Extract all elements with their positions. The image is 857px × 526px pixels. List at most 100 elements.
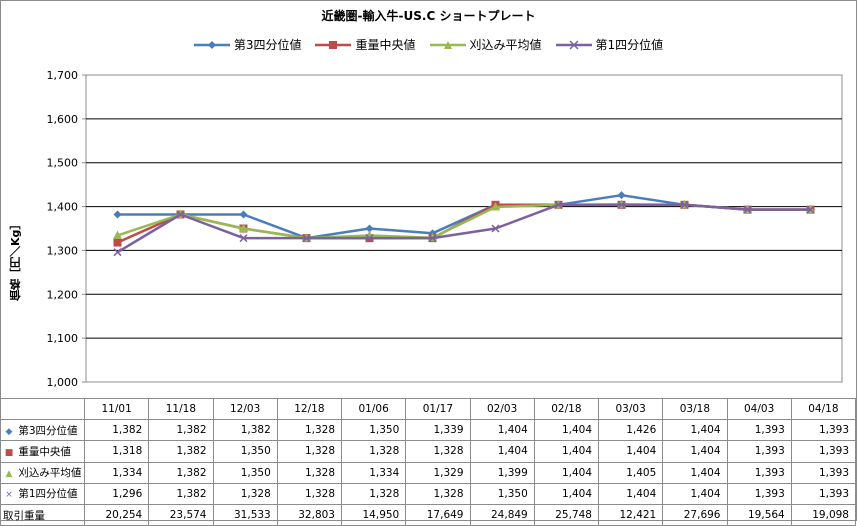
legend-swatch-q3 xyxy=(193,40,230,49)
table-cell: 1,329 xyxy=(405,461,471,484)
data-point xyxy=(491,202,500,211)
table-row: ■ 重量中央値 1,318 1,382 1,350 1,328 1,328 1,328 1,4… xyxy=(0,440,857,463)
table-row-label: 取引重量 xyxy=(0,503,85,526)
legend-label: 第1四分位値 xyxy=(595,38,664,52)
data-point xyxy=(491,224,500,233)
x-tick-label: 01/17 xyxy=(405,397,471,421)
chart-title: 近畿圏-輸入牛-US.C ショートプレート xyxy=(321,9,536,23)
table-row-label: × 第1四分位値 xyxy=(0,482,85,505)
table-cell: 1,328 xyxy=(276,419,343,442)
table-cell: 1,350 xyxy=(469,482,535,505)
x-tick-label: 02/18 xyxy=(533,397,600,421)
table-cell: 1,426 xyxy=(597,419,664,442)
series-line-3 xyxy=(116,203,811,254)
table-cell: 1,328 xyxy=(340,482,407,505)
y-tick-label: 1,100 xyxy=(47,332,79,345)
table-cell: 1,393 xyxy=(790,461,857,484)
table-cell: 1,350 xyxy=(212,461,278,484)
data-point xyxy=(617,200,626,209)
plot-border xyxy=(85,74,843,383)
x-tick-label: 04/03 xyxy=(726,397,792,421)
table-cell: 1,328 xyxy=(405,440,471,463)
table-cell: 1,404 xyxy=(469,440,535,463)
data-point xyxy=(554,200,563,209)
table-cell: 24,849 xyxy=(469,503,535,526)
table-cell: 1,328 xyxy=(212,482,278,505)
table-cell: 1,404 xyxy=(662,419,728,442)
table-cell: 1,382 xyxy=(148,419,214,442)
legend-label: 第3四分位値 xyxy=(233,38,302,52)
legend-swatch-q1 xyxy=(555,39,592,50)
table-cell: 1,328 xyxy=(276,461,343,484)
y-tick-label: 1,300 xyxy=(47,244,79,257)
x-tick-label: 12/03 xyxy=(212,397,278,421)
series-line-0 xyxy=(117,193,811,240)
table-row: ◆ 第3四分位値 1,382 1,382 1,382 1,328 1,350 1,339 1,… xyxy=(0,419,857,442)
table-row: × 第1四分位値 1,296 1,382 1,328 1,328 1,328 1,328 1,… xyxy=(0,482,857,505)
legend-swatch-trimmed xyxy=(429,40,466,49)
table-cell: 1,393 xyxy=(726,440,792,463)
table-cell: 19,098 xyxy=(790,503,857,526)
table-cell: 1,404 xyxy=(533,440,600,463)
x-tick-label: 03/03 xyxy=(597,397,664,421)
table-cell: 1,318 xyxy=(83,440,150,463)
legend-item: 第1四分位値 xyxy=(555,36,664,53)
table-cell: 1,382 xyxy=(148,440,214,463)
data-point xyxy=(113,230,122,240)
data-point xyxy=(365,224,374,233)
data-point xyxy=(239,223,248,232)
table-row-label: ▲ 刈込み平均値 xyxy=(0,461,85,484)
table-cell: 1,393 xyxy=(726,419,792,442)
series-label: 重量中央値 xyxy=(18,445,71,458)
table-cell: 1,350 xyxy=(340,419,407,442)
table-row: ▲ 刈込み平均値 1,334 1,382 1,350 1,328 1,334 1,329 1,… xyxy=(0,461,857,484)
table-cell: 1,382 xyxy=(212,419,278,442)
table-cell: 1,404 xyxy=(533,461,600,484)
table-cell: 1,399 xyxy=(469,461,535,484)
table-row-label: ■ 重量中央値 xyxy=(0,440,85,463)
table-cell: 20,254 xyxy=(83,503,150,526)
table-cell: 12,421 xyxy=(597,503,664,526)
data-point xyxy=(428,234,437,243)
table-cell: 1,382 xyxy=(83,419,150,442)
series-label: 第3四分位値 xyxy=(18,424,78,437)
data-table: 11/01 11/18 12/03 12/18 01/06 01/17 02/03 02/18… xyxy=(0,397,857,526)
table-cell: 1,296 xyxy=(83,482,150,505)
data-point xyxy=(113,238,122,247)
x-tick-label: 04/18 xyxy=(790,397,857,421)
table-cell: 23,574 xyxy=(148,503,214,526)
table-cell: 19,564 xyxy=(726,503,792,526)
legend: 第3四分位値 重量中央値 刈込み平均値 第1四分位値 xyxy=(0,36,857,53)
y-tick-label: 1,500 xyxy=(47,157,79,170)
legend-label: 刈込み平均値 xyxy=(469,38,542,52)
table-cell: 1,404 xyxy=(662,461,728,484)
x-tick-label: 03/18 xyxy=(662,397,728,421)
table-cell: 1,393 xyxy=(790,440,857,463)
legend-swatch-median xyxy=(315,40,352,49)
table-cell: 1,393 xyxy=(790,482,857,505)
table-cell: 1,393 xyxy=(726,482,792,505)
x-tick-label: 11/01 xyxy=(83,397,150,421)
legend-label: 重量中央値 xyxy=(355,38,416,52)
data-point xyxy=(239,210,248,219)
table-cell: 1,382 xyxy=(148,482,214,505)
table-cell: 1,328 xyxy=(276,440,343,463)
data-point xyxy=(302,234,311,243)
x-tick-label: 01/06 xyxy=(340,397,407,421)
table-cell: 1,404 xyxy=(533,482,600,505)
y-tick-label: 1,400 xyxy=(47,201,79,214)
table-cell: 1,404 xyxy=(469,419,535,442)
data-point xyxy=(176,210,185,219)
table-cell: 1,404 xyxy=(597,440,664,463)
data-point xyxy=(113,210,122,219)
table-row-volume: 取引重量 20,254 23,574 31,533 32,803 14,950 17,649… xyxy=(0,503,857,526)
legend-item: 重量中央値 xyxy=(315,36,416,53)
data-point xyxy=(806,205,815,214)
table-cell: 1,404 xyxy=(662,482,728,505)
table-cell: 14,950 xyxy=(340,503,407,526)
table-cell: 1,393 xyxy=(726,461,792,484)
data-point xyxy=(680,200,689,209)
table-cell: 1,382 xyxy=(148,461,214,484)
table-cell: 31,533 xyxy=(212,503,278,526)
table-cell: 1,404 xyxy=(662,440,728,463)
